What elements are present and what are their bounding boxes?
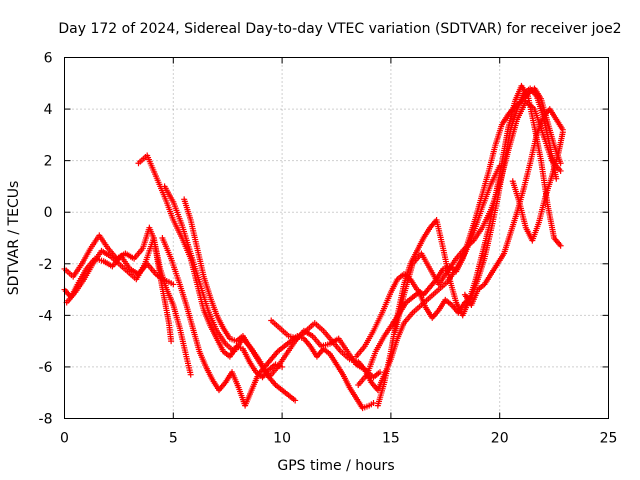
- series-track-8: [268, 162, 503, 394]
- x-tick-label: 15: [382, 431, 400, 447]
- data-point: [170, 281, 177, 288]
- data-point: [187, 371, 194, 378]
- data-point: [553, 175, 560, 182]
- data-point: [377, 369, 384, 376]
- y-tick-label: -6: [39, 360, 53, 376]
- y-tick-label: -2: [39, 257, 53, 273]
- x-axis-label: GPS time / hours: [277, 458, 394, 474]
- data-point: [557, 167, 564, 174]
- axis-ticks: [64, 57, 609, 419]
- y-tick-label: 4: [44, 102, 53, 118]
- data-point: [559, 129, 566, 136]
- chart-title: Day 172 of 2024, Sidereal Day-to-day VTE…: [58, 21, 621, 37]
- y-axis-label: SDTVAR / TECUs: [6, 181, 22, 296]
- series-track-7: [181, 196, 299, 404]
- series-track-12: [392, 98, 564, 334]
- data-points: [61, 82, 566, 412]
- y-tick-label: 2: [44, 154, 53, 170]
- data-point: [557, 160, 564, 167]
- plot-frame: [64, 57, 609, 419]
- x-tick-label: 25: [600, 431, 618, 447]
- series-track-5: [159, 235, 377, 412]
- series-track-1: [61, 224, 194, 378]
- y-tick-label: -4: [39, 308, 53, 324]
- tick-labels: 0 5 10 15 20 25 -8 -6 -4 -2 0 2 4 6: [39, 51, 618, 447]
- data-point: [292, 397, 299, 404]
- data-point: [557, 242, 564, 249]
- x-tick-label: 20: [491, 431, 509, 447]
- y-tick-label: 6: [44, 51, 53, 67]
- data-point: [168, 338, 175, 345]
- x-tick-label: 5: [169, 431, 178, 447]
- y-tick-label: -8: [39, 412, 53, 428]
- x-tick-label: 0: [60, 431, 69, 447]
- series-track-14: [509, 129, 566, 244]
- series-track-13: [461, 106, 566, 309]
- y-tick-label: 0: [44, 205, 53, 221]
- x-tick-label: 10: [273, 431, 291, 447]
- series-track-3: [63, 235, 175, 345]
